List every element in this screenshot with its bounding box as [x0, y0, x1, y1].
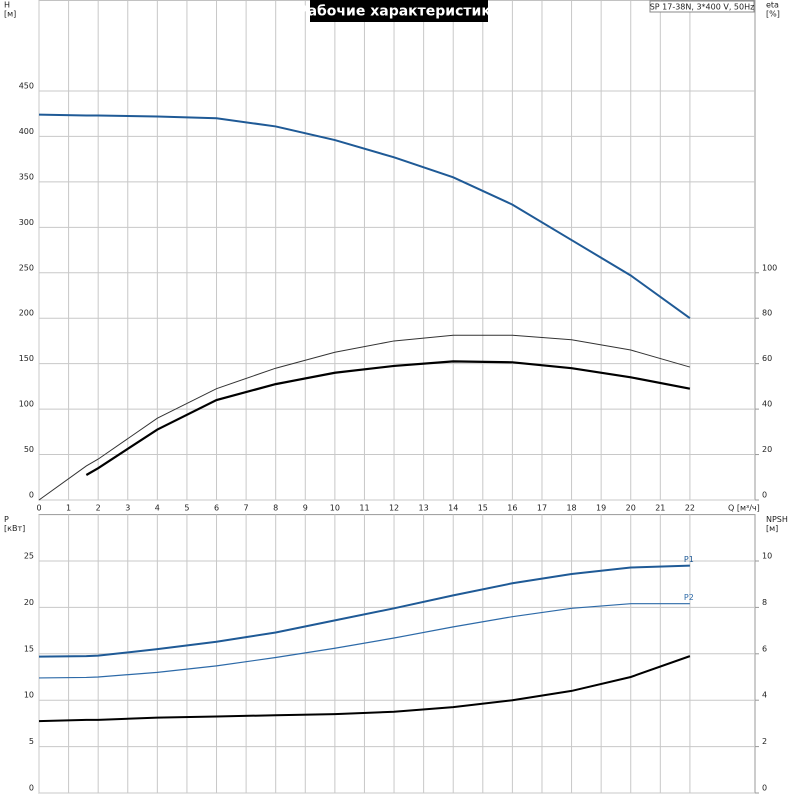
y2-tick-label: 100 [762, 263, 777, 272]
series-line [38, 564, 690, 658]
y-tick-label: 400 [19, 127, 34, 136]
y-axis-label: H [4, 1, 10, 10]
x-tick-label: 17 [537, 504, 547, 513]
y2-axis-label: NPSH [766, 515, 788, 524]
y-tick-label: 20 [24, 598, 34, 607]
y2-tick-label: 6 [762, 644, 767, 653]
x-tick-label: 12 [389, 504, 399, 513]
x-tick-label: 8 [273, 504, 278, 513]
y2-tick-label: 60 [762, 354, 772, 363]
x-axis-label: Q [м³/ч] [728, 504, 760, 513]
y2-tick-label: 40 [762, 400, 772, 409]
x-tick-label: 13 [419, 504, 429, 513]
y-tick-label: 15 [24, 644, 34, 653]
x-tick-label: 9 [303, 504, 308, 513]
x-tick-label: 1 [66, 504, 71, 513]
x-tick-label: 3 [125, 504, 130, 513]
y2-axis-unit: [м] [766, 524, 778, 533]
series-line [85, 360, 691, 476]
annotation-box [649, 0, 755, 13]
y-tick-label: 100 [19, 400, 34, 409]
y-axis-label: P [4, 515, 9, 524]
series-line [38, 655, 691, 723]
x-tick-label: 6 [214, 504, 219, 513]
y2-axis-label: eta [766, 1, 779, 10]
y-tick-label: 50 [24, 445, 34, 454]
x-tick-label: 5 [184, 504, 189, 513]
series-line [38, 334, 691, 501]
y2-tick-label: 4 [762, 691, 767, 700]
y-tick-label: 200 [19, 309, 34, 318]
y-tick-label: 350 [19, 172, 34, 181]
y2-axis-unit: [%] [766, 10, 780, 19]
y-tick-label: 0 [29, 491, 34, 500]
x-tick-label: 10 [330, 504, 340, 513]
chart-title: Рабочие характеристики [297, 4, 500, 20]
series-line [38, 113, 691, 320]
series-line [38, 603, 690, 679]
x-tick-label: 2 [96, 504, 101, 513]
y2-tick-label: 80 [762, 309, 772, 318]
y2-tick-label: 10 [762, 552, 772, 561]
x-tick-label: 22 [685, 504, 695, 513]
y2-tick-label: 20 [762, 445, 772, 454]
x-tick-label: 20 [626, 504, 636, 513]
x-tick-label: 15 [478, 504, 488, 513]
y-tick-label: 300 [19, 218, 34, 227]
x-tick-label: 19 [596, 504, 606, 513]
x-tick-label: 18 [566, 504, 576, 513]
y-tick-label: 0 [29, 784, 34, 793]
y-tick-label: 450 [19, 81, 34, 90]
series-label: P1 [684, 555, 694, 564]
y-tick-label: 5 [29, 737, 34, 746]
annotation: SP 17-38N, 3*400 V, 50Hz [650, 3, 755, 12]
plot-frame [38, 0, 756, 501]
y-axis-unit: [кВт] [4, 524, 25, 533]
x-tick-label: 0 [36, 504, 41, 513]
title-box [310, 0, 488, 22]
y2-tick-label: 2 [762, 737, 767, 746]
y2-tick-label: 0 [762, 784, 767, 793]
x-tick-label: 7 [244, 504, 249, 513]
series-label: P2 [684, 593, 694, 602]
x-tick-label: 16 [507, 504, 517, 513]
x-tick-label: 14 [448, 504, 458, 513]
y-tick-label: 25 [24, 552, 34, 561]
y2-tick-label: 8 [762, 598, 767, 607]
y2-tick-label: 0 [762, 491, 767, 500]
y-tick-label: 10 [24, 691, 34, 700]
x-tick-label: 4 [155, 504, 160, 513]
y-tick-label: 150 [19, 354, 34, 363]
y-axis-unit: [м] [4, 10, 16, 19]
y-tick-label: 250 [19, 263, 34, 272]
x-tick-label: 21 [655, 504, 665, 513]
x-tick-label: 11 [359, 504, 369, 513]
